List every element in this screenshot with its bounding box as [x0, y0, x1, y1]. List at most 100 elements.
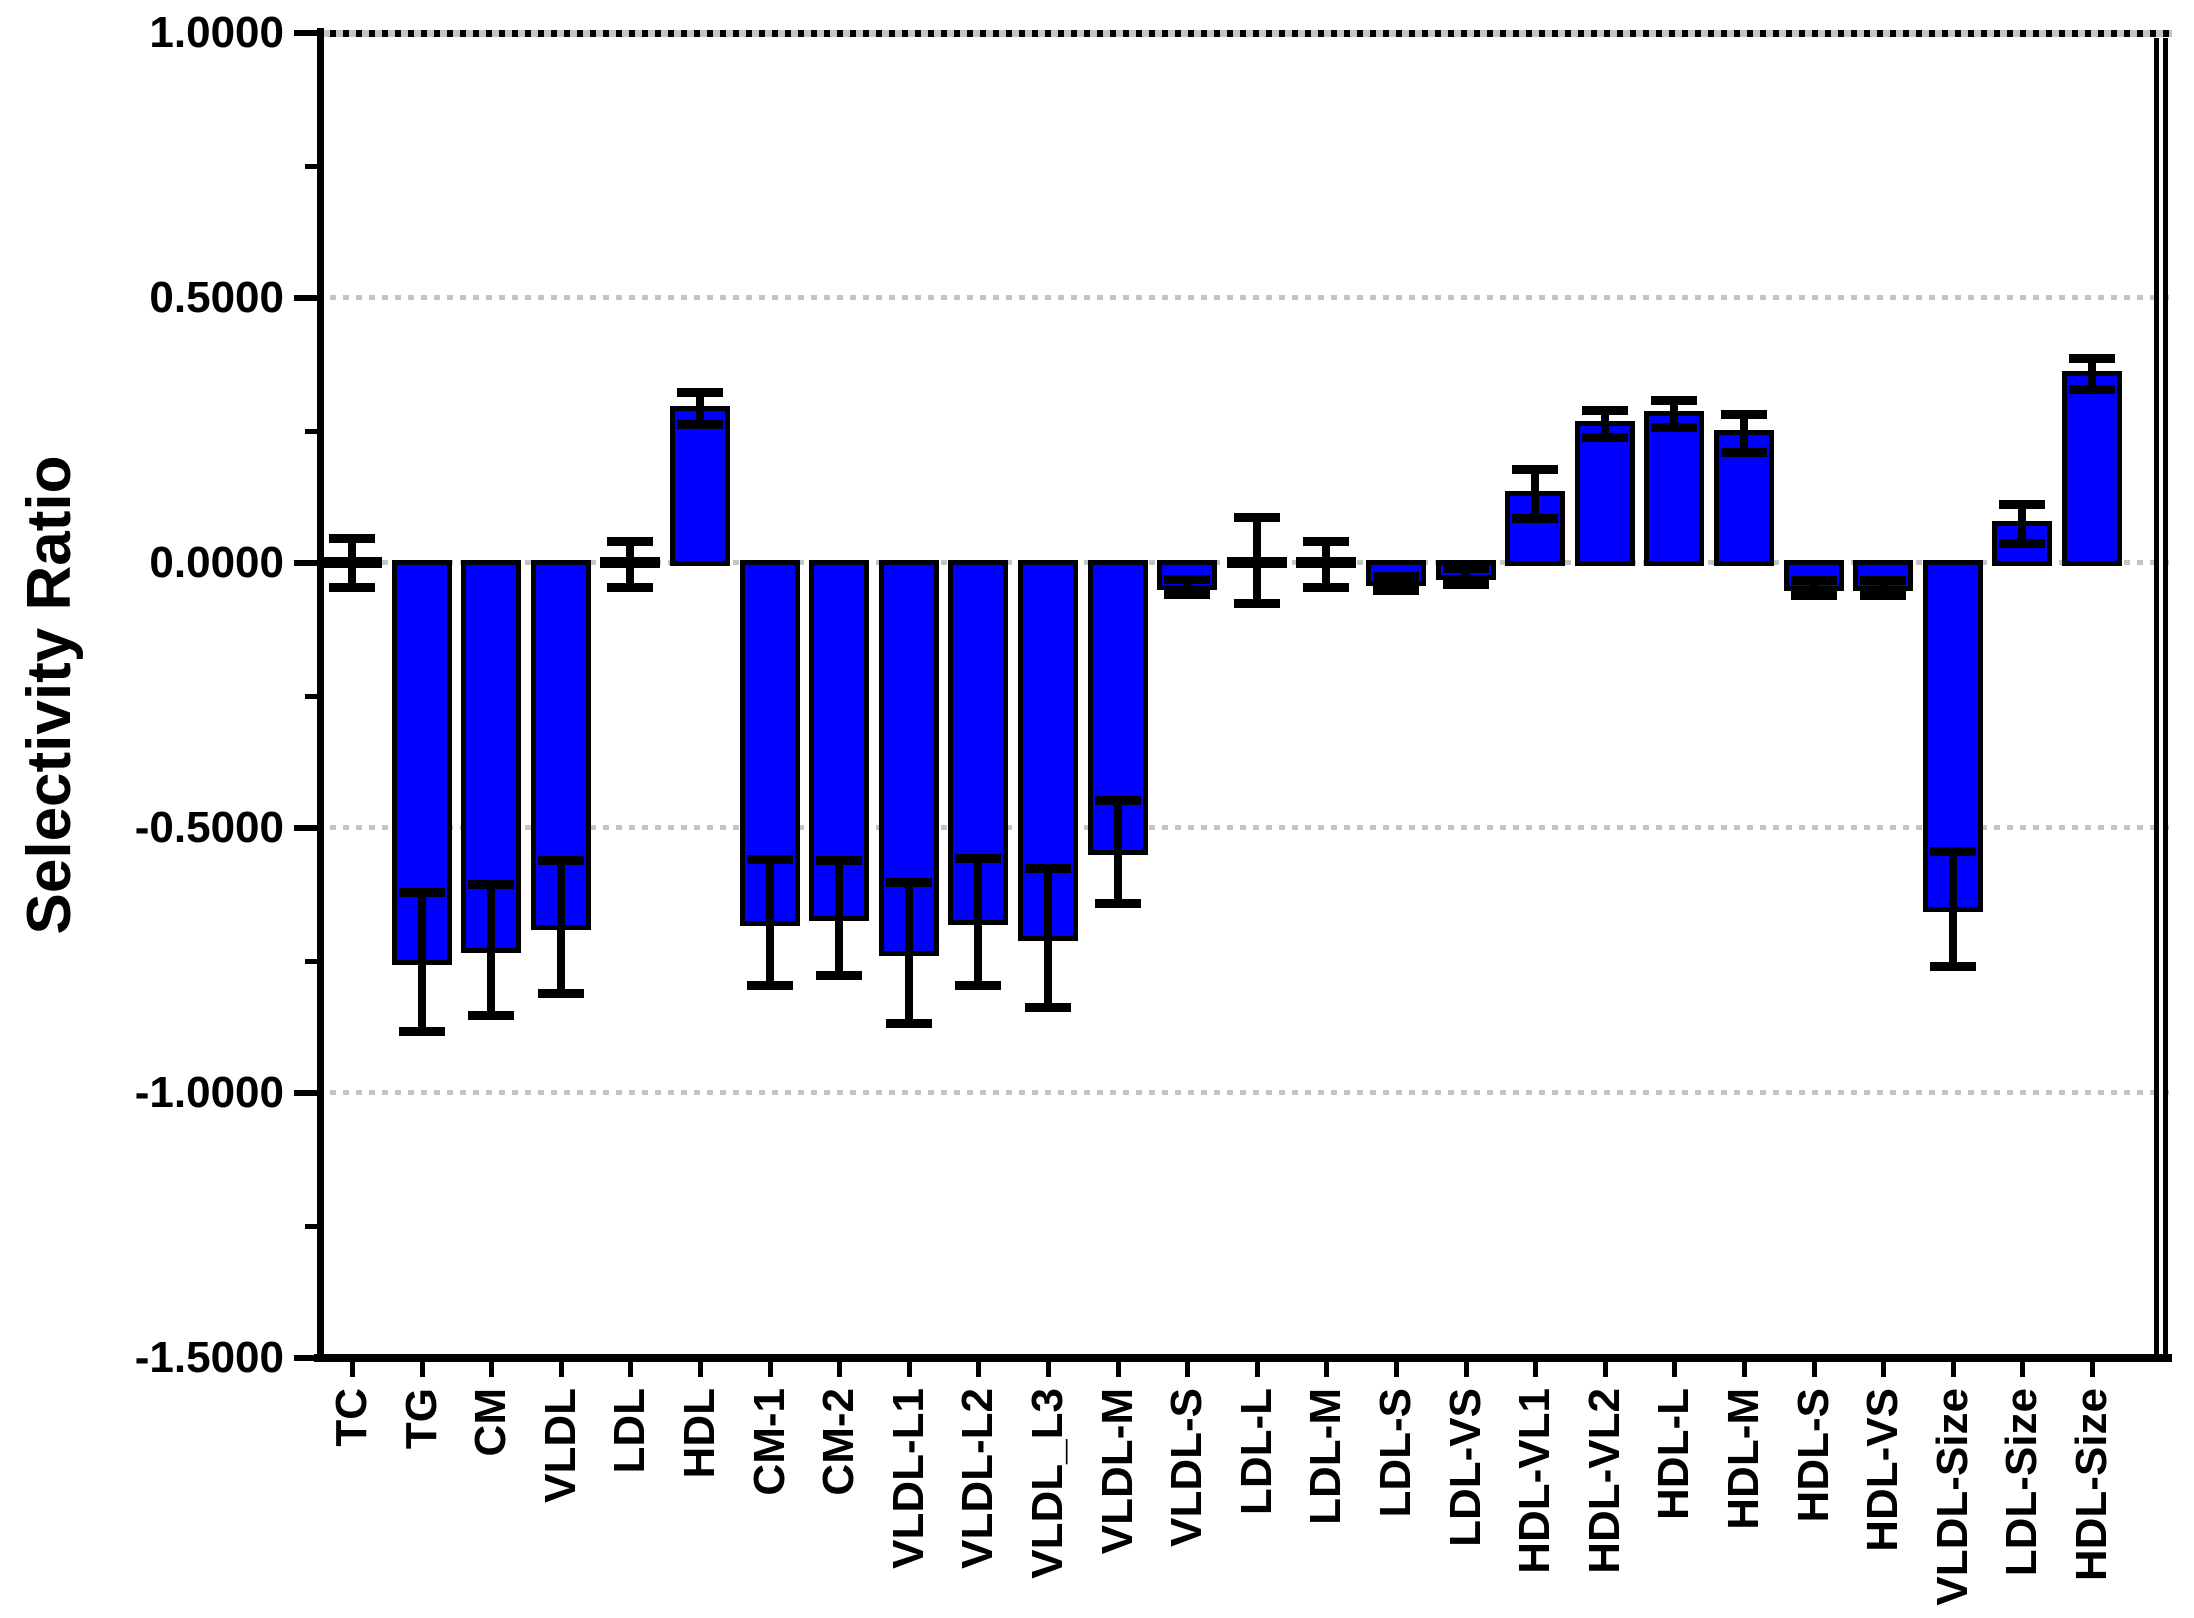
error-bar-cap-bottom-LDL [607, 583, 653, 592]
error-bar-cap-top-LDL-VS [1443, 564, 1489, 573]
x-tick-label-HDL-M: HDL-M [1719, 1388, 1768, 1530]
y-minor-tick--1.25 [305, 1224, 320, 1229]
error-bar-cap-top-VLDL-S [1164, 575, 1210, 584]
y-tick-label--1.5: -1.5000 [134, 1333, 284, 1382]
gridline--1 [317, 1090, 2172, 1095]
error-bar-cap-bottom-TC [329, 583, 375, 592]
y-minor-tick-0.75 [305, 164, 320, 169]
y-major-tick-0.5 [294, 295, 320, 301]
error-bar-cap-top-VLDL_L3 [1025, 864, 1071, 873]
error-bar-cap-bottom-VLDL-M [1095, 899, 1141, 908]
error-bar-cap-top-VLDL-L2 [955, 854, 1001, 863]
x-tick-LDL-L [1255, 1360, 1260, 1377]
x-tick-label-LDL-VS: LDL-VS [1441, 1388, 1490, 1547]
error-bar-stem-HDL [696, 392, 704, 425]
x-tick-CM-2 [837, 1360, 842, 1377]
x-tick-LDL-S [1394, 1360, 1399, 1377]
error-bar-cap-bottom-CM-2 [816, 971, 862, 980]
error-bar-cap-bottom-HDL-M [1721, 448, 1767, 457]
y-tick-label-0: 0.0000 [149, 538, 284, 587]
x-tick-HDL-Size [2090, 1360, 2095, 1377]
x-tick-VLDL-L1 [907, 1360, 912, 1377]
x-tick-label-VLDL-L2: VLDL-L2 [953, 1388, 1002, 1569]
error-bar-cap-bottom-VLDL-S [1164, 590, 1210, 599]
error-bar-stem-LDL [626, 541, 634, 588]
error-bar-stem-HDL-Size [2088, 358, 2096, 390]
bar-HDL-L [1644, 411, 1704, 566]
x-tick-label-HDL-VL2: HDL-VL2 [1580, 1388, 1629, 1574]
error-bar-stem-HDL-L [1670, 400, 1678, 428]
x-tick-label-HDL-L: HDL-L [1649, 1388, 1698, 1520]
y-tick-label--1: -1.0000 [134, 1068, 284, 1117]
x-tick-label-HDL-Size: HDL-Size [2067, 1388, 2116, 1582]
y-minor-tick--0.25 [305, 694, 320, 699]
error-bar-cap-bottom-HDL-S [1791, 591, 1837, 600]
x-tick-VLDL [559, 1360, 564, 1377]
x-tick-label-CM-2: CM-2 [814, 1388, 863, 1496]
error-bar-cap-top-HDL-S [1791, 576, 1837, 585]
error-bar-cap-top-VLDL-M [1095, 796, 1141, 805]
error-bar-cap-bottom-LDL-Size [1999, 539, 2045, 548]
gridline--0.5 [317, 825, 2172, 830]
y-major-tick-1 [294, 30, 320, 36]
x-tick-LDL-M [1324, 1360, 1329, 1377]
x-tick-label-VLDL-M: VLDL-M [1093, 1388, 1142, 1555]
error-bar-cap-top-HDL-Size [2069, 354, 2115, 363]
error-bar-cap-top-VLDL-L1 [886, 878, 932, 887]
error-bar-cap-top-HDL-L [1651, 396, 1697, 405]
error-bar-cap-bottom-VLDL [538, 989, 584, 998]
x-tick-VLDL_L3 [1046, 1360, 1051, 1377]
error-bar-stem-TC [348, 538, 356, 588]
x-tick-LDL [628, 1360, 633, 1377]
error-bar-cap-bottom-HDL [677, 420, 723, 429]
x-tick-label-TG: TG [397, 1388, 446, 1450]
error-bar-stem-TG [418, 892, 426, 1032]
bar-HDL [670, 406, 730, 566]
gridline-0.5 [317, 295, 2172, 300]
x-tick-label-CM-1: CM-1 [745, 1388, 794, 1496]
error-bar-cap-bottom-LDL-S [1373, 586, 1419, 595]
error-bar-cap-bottom-HDL-VS [1860, 591, 1906, 600]
y-major-tick-0 [294, 560, 320, 566]
x-tick-label-HDL-S: HDL-S [1789, 1388, 1838, 1523]
x-tick-CM-1 [768, 1360, 773, 1377]
y-major-tick--0.5 [294, 825, 320, 831]
error-bar-cap-top-VLDL-Size [1930, 847, 1976, 856]
x-tick-VLDL-L2 [976, 1360, 981, 1377]
error-bar-cap-bottom-LDL-M [1303, 583, 1349, 592]
error-bar-cap-top-TC [329, 534, 375, 543]
x-tick-HDL-VS [1881, 1360, 1886, 1377]
axis-left [317, 28, 324, 1362]
x-tick-label-TC: TC [327, 1388, 376, 1447]
error-bar-cap-bottom-TG [399, 1027, 445, 1036]
y-tick-label-1: 1.0000 [149, 8, 284, 57]
x-tick-LDL-Size [2020, 1360, 2025, 1377]
error-bar-stem-HDL-VS [1879, 580, 1887, 596]
error-bar-stem-VLDL-M [1114, 800, 1122, 904]
error-bar-cap-top-CM-2 [816, 856, 862, 865]
x-tick-label-LDL-Size: LDL-Size [1997, 1388, 2046, 1577]
y-minor-tick-0.25 [305, 429, 320, 434]
error-bar-stem-LDL-L [1253, 517, 1261, 604]
error-bar-cap-bottom-LDL-L [1234, 599, 1280, 608]
x-tick-label-VLDL: VLDL [536, 1388, 585, 1503]
y-axis-title: Selectivity Ratio [15, 455, 84, 935]
error-bar-cap-bottom-LDL-VS [1443, 580, 1489, 589]
y-tick-label-0.5: 0.5000 [149, 273, 284, 322]
x-tick-label-VLDL-Size: VLDL-Size [1928, 1388, 1977, 1606]
x-tick-label-VLDL-L1: VLDL-L1 [884, 1388, 933, 1569]
error-bar-cap-top-LDL-L [1234, 513, 1280, 522]
x-tick-label-HDL-VS: HDL-VS [1858, 1388, 1907, 1552]
x-tick-VLDL-S [1185, 1360, 1190, 1377]
error-bar-stem-CM-2 [835, 860, 843, 976]
error-bar-cap-bottom-VLDL-L1 [886, 1019, 932, 1028]
error-bar-stem-HDL-VL2 [1601, 410, 1609, 438]
error-bar-stem-HDL-VL1 [1531, 469, 1539, 519]
x-tick-label-HDL: HDL [675, 1388, 724, 1479]
error-bar-stem-VLDL-S [1183, 579, 1191, 595]
error-bar-stem-CM-1 [766, 859, 774, 986]
x-tick-HDL-VL1 [1533, 1360, 1538, 1377]
error-bar-cap-bottom-HDL-VL1 [1512, 514, 1558, 523]
x-tick-label-VLDL_L3: VLDL_L3 [1023, 1388, 1072, 1579]
error-bar-cap-top-LDL-S [1373, 572, 1419, 581]
